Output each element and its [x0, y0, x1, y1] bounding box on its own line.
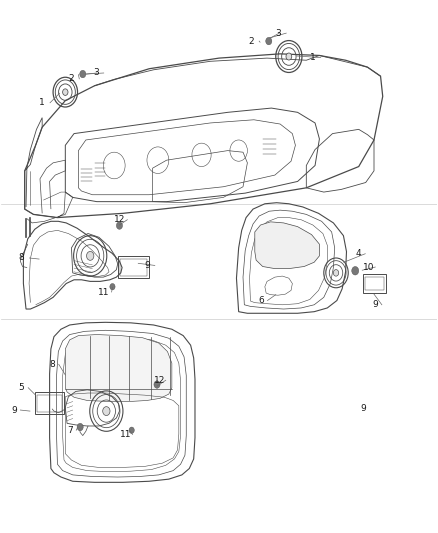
Circle shape [333, 270, 339, 276]
Text: 11: 11 [98, 287, 110, 296]
Text: 12: 12 [114, 215, 125, 224]
Circle shape [286, 53, 292, 60]
Circle shape [117, 222, 123, 229]
Text: 5: 5 [19, 383, 25, 392]
Circle shape [87, 252, 94, 260]
Bar [363, 274, 386, 293]
Circle shape [352, 266, 359, 275]
Text: 8: 8 [19, 254, 25, 262]
Text: 2: 2 [248, 37, 254, 46]
Text: 12: 12 [153, 376, 165, 385]
Text: 3: 3 [276, 29, 281, 38]
Text: 3: 3 [93, 69, 99, 77]
Text: 11: 11 [120, 430, 132, 439]
Text: 4: 4 [356, 249, 361, 259]
Circle shape [154, 381, 160, 388]
Text: 9: 9 [360, 405, 366, 414]
Text: 1: 1 [310, 53, 316, 62]
Bar [118, 256, 149, 278]
Text: 9: 9 [372, 300, 378, 309]
Text: 10: 10 [363, 263, 374, 271]
Text: 9: 9 [144, 261, 150, 270]
Bar [120, 259, 147, 276]
Bar [37, 394, 62, 411]
Text: 1: 1 [39, 98, 45, 107]
Bar [365, 277, 384, 290]
Circle shape [102, 407, 110, 416]
Text: 7: 7 [67, 426, 73, 435]
Circle shape [63, 89, 68, 95]
Text: 2: 2 [69, 74, 74, 83]
Text: 6: 6 [258, 296, 264, 305]
Polygon shape [65, 335, 172, 401]
Circle shape [129, 427, 134, 433]
Circle shape [80, 70, 86, 78]
Circle shape [110, 284, 115, 290]
Text: 9: 9 [11, 406, 17, 415]
Circle shape [266, 37, 272, 45]
Circle shape [77, 423, 83, 431]
Polygon shape [255, 222, 319, 269]
Text: 8: 8 [49, 360, 55, 369]
Bar [35, 392, 64, 414]
